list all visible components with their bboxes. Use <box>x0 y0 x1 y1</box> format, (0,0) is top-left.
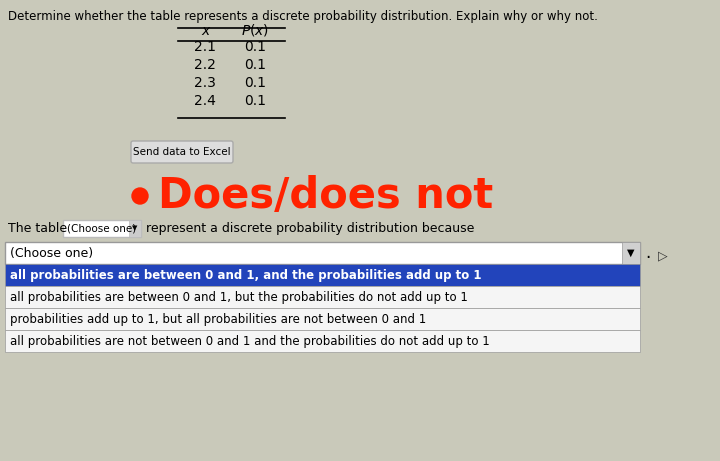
FancyBboxPatch shape <box>5 308 640 330</box>
Text: all probabilities are between 0 and 1, but the probabilities do not add up to 1: all probabilities are between 0 and 1, b… <box>10 290 468 303</box>
Text: 2.3: 2.3 <box>194 76 216 90</box>
Circle shape <box>132 188 148 204</box>
Text: (Choose one): (Choose one) <box>67 224 136 234</box>
FancyBboxPatch shape <box>5 242 640 264</box>
FancyBboxPatch shape <box>622 242 640 264</box>
FancyBboxPatch shape <box>129 220 141 237</box>
Text: x: x <box>201 24 209 38</box>
Text: Determine whether the table represents a discrete probability distribution. Expl: Determine whether the table represents a… <box>8 10 598 23</box>
Text: 0.1: 0.1 <box>244 94 266 108</box>
FancyBboxPatch shape <box>5 264 640 286</box>
Text: 2.2: 2.2 <box>194 58 216 72</box>
Text: ▷: ▷ <box>658 249 667 262</box>
Text: ▼: ▼ <box>627 248 635 258</box>
Text: (Choose one): (Choose one) <box>10 247 93 260</box>
FancyBboxPatch shape <box>63 220 141 237</box>
Text: $P(x)$: $P(x)$ <box>241 22 269 38</box>
FancyBboxPatch shape <box>5 330 640 352</box>
Text: .: . <box>645 244 650 262</box>
Text: Send data to Excel: Send data to Excel <box>133 147 231 157</box>
FancyBboxPatch shape <box>131 141 233 163</box>
Text: 0.1: 0.1 <box>244 58 266 72</box>
Text: all probabilities are between 0 and 1, and the probabilities add up to 1: all probabilities are between 0 and 1, a… <box>10 268 482 282</box>
Text: represent a discrete probability distribution because: represent a discrete probability distrib… <box>146 221 474 235</box>
Text: 0.1: 0.1 <box>244 76 266 90</box>
Text: The table: The table <box>8 221 67 235</box>
Text: probabilities add up to 1, but all probabilities are not between 0 and 1: probabilities add up to 1, but all proba… <box>10 313 426 325</box>
Text: ▼: ▼ <box>132 225 138 231</box>
Text: 0.1: 0.1 <box>244 40 266 54</box>
Text: all probabilities are not between 0 and 1 and the probabilities do not add up to: all probabilities are not between 0 and … <box>10 335 490 348</box>
FancyBboxPatch shape <box>5 286 640 308</box>
Text: Does/does not: Does/does not <box>158 175 493 217</box>
Text: 2.1: 2.1 <box>194 40 216 54</box>
Text: 2.4: 2.4 <box>194 94 216 108</box>
